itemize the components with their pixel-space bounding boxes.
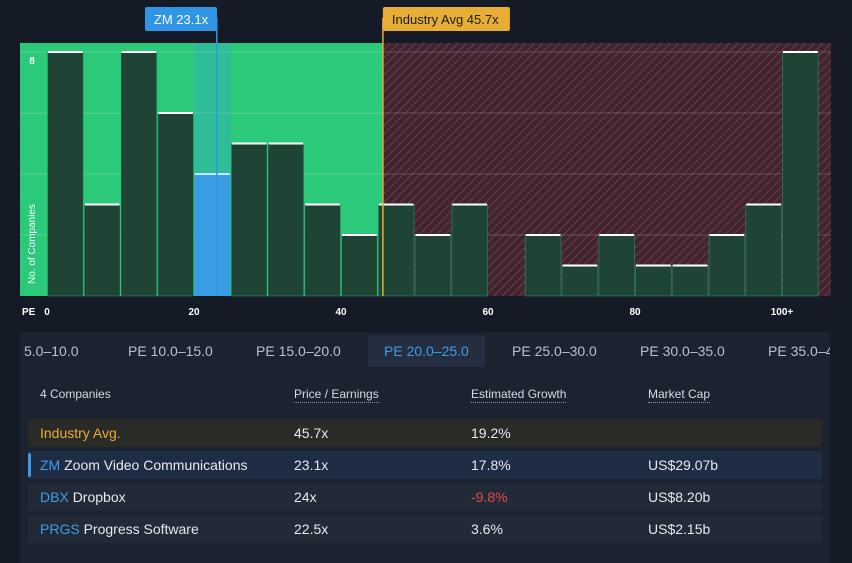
row-name: Dropbox	[72, 489, 126, 505]
bar	[524, 234, 562, 297]
header-price-earnings[interactable]: Price / Earnings	[294, 387, 379, 403]
bar-body	[157, 112, 194, 297]
bar	[120, 51, 158, 297]
industry-avg-label: Industry Avg 45.7x	[392, 12, 499, 27]
bar-body	[745, 204, 782, 297]
bar-body	[782, 51, 819, 297]
row-growth: -9.8%	[471, 489, 508, 505]
bar-body	[120, 51, 158, 297]
y-axis-label: No. of Companies	[27, 204, 38, 284]
table-row-industry-avg: Industry Avg. 45.7x 19.2%	[28, 419, 822, 447]
x-tick-label: 0	[44, 307, 50, 318]
bar-body	[671, 265, 709, 297]
x-tick-label: 80	[629, 307, 641, 318]
company-count: 4 Companies	[40, 387, 111, 401]
tab-pe-range[interactable]: 5.0–10.0	[24, 343, 79, 359]
row-name: Industry Avg.	[40, 425, 121, 441]
zm-marker-box	[145, 7, 217, 31]
tab-pe-range[interactable]: PE 15.0–20.0	[256, 343, 341, 359]
row-pe: 22.5x	[294, 521, 329, 537]
header-estimated-growth[interactable]: Estimated Growth	[471, 387, 567, 403]
bar-highlighted	[194, 173, 231, 296]
bar-body	[341, 234, 378, 297]
bar-body	[304, 204, 341, 297]
bar	[83, 203, 121, 297]
tab-pe-range[interactable]: PE 25.0–30.0	[512, 343, 597, 359]
x-tick-label: 20	[188, 307, 200, 318]
bar	[451, 203, 488, 297]
x-axis-label: PE	[22, 307, 36, 318]
row-ticker: PRGS	[40, 521, 80, 537]
bar	[598, 234, 635, 297]
bar-body	[47, 51, 84, 297]
row-pe: 45.7x	[294, 425, 329, 441]
bar-body	[708, 234, 746, 297]
row-name: Zoom Video Communications	[64, 457, 248, 473]
x-tick-label: 100+	[771, 307, 794, 318]
row-cap: US$2.15b	[648, 521, 711, 537]
tab-pe-range[interactable]: PE 30.0–35.0	[640, 343, 725, 359]
industry-avg-box	[382, 7, 510, 31]
bar	[414, 234, 452, 297]
y-tick-label: 8	[29, 56, 35, 67]
bar	[377, 203, 415, 297]
zm-marker-label: ZM 23.1x	[154, 12, 209, 27]
table-row[interactable]: DBX Dropbox 24x -9.8% US$8.20b	[28, 483, 822, 511]
row-company[interactable]: ZM Zoom Video Communications	[40, 451, 248, 479]
bar-body	[561, 265, 599, 297]
bar	[635, 264, 672, 297]
row-name: Progress Software	[83, 521, 199, 537]
row-company[interactable]: DBX Dropbox	[40, 483, 126, 511]
bar	[708, 234, 746, 297]
pe-distribution-chart: ZM 23.1x Industry Avg 45.7x 8 No. of Compa…	[20, 7, 831, 318]
row-pe: 23.1x	[294, 457, 329, 473]
bar	[671, 264, 709, 297]
x-tick-label: 40	[335, 307, 347, 318]
bar	[561, 264, 599, 297]
table-header: 4 Companies Price / Earnings Estimated G…	[20, 384, 830, 406]
table-row[interactable]: PRGS Progress Software 22.5x 3.6% US$2.1…	[28, 515, 822, 543]
tab-pe-range[interactable]: PE 10.0–15.0	[128, 343, 213, 359]
row-growth: 19.2%	[471, 425, 511, 441]
bar-body	[635, 265, 672, 297]
bar-body	[194, 174, 231, 296]
tab-pe-range-active[interactable]: PE 20.0–25.0	[368, 335, 485, 367]
bar-body	[414, 234, 452, 297]
bar	[745, 203, 782, 297]
table-row[interactable]: ZM Zoom Video Communications 23.1x 17.8%…	[28, 451, 822, 479]
bar-body	[83, 204, 121, 297]
companies-table: 4 Companies Price / Earnings Estimated G…	[20, 372, 830, 563]
x-tick-label: 60	[482, 307, 494, 318]
row-cap: US$29.07b	[648, 457, 719, 473]
bar-body	[524, 234, 562, 297]
row-growth: 17.8%	[471, 457, 511, 473]
bar-body	[230, 143, 268, 297]
row-company[interactable]: PRGS Progress Software	[40, 515, 199, 543]
bar	[47, 51, 84, 297]
bar	[267, 142, 305, 297]
bar-body	[267, 143, 305, 297]
bar	[157, 112, 194, 297]
row-ticker: ZM	[40, 457, 61, 473]
bar	[341, 234, 378, 297]
pe-range-tabs: 5.0–10.0 PE 10.0–15.0 PE 15.0–20.0 PE 20…	[20, 332, 830, 372]
bar-body	[377, 204, 415, 297]
bar	[782, 51, 819, 297]
header-market-cap[interactable]: Market Cap	[648, 387, 711, 403]
bar-body	[598, 234, 635, 297]
bar	[230, 142, 268, 297]
row-pe: 24x	[294, 489, 317, 505]
row-ticker: DBX	[40, 489, 69, 505]
zm-bin-highlight	[194, 43, 231, 296]
bar	[304, 203, 341, 297]
row-cap: US$8.20b	[648, 489, 711, 505]
bar-body	[451, 204, 488, 297]
tab-pe-range[interactable]: PE 35.0–4	[768, 343, 830, 359]
row-growth: 3.6%	[471, 521, 503, 537]
